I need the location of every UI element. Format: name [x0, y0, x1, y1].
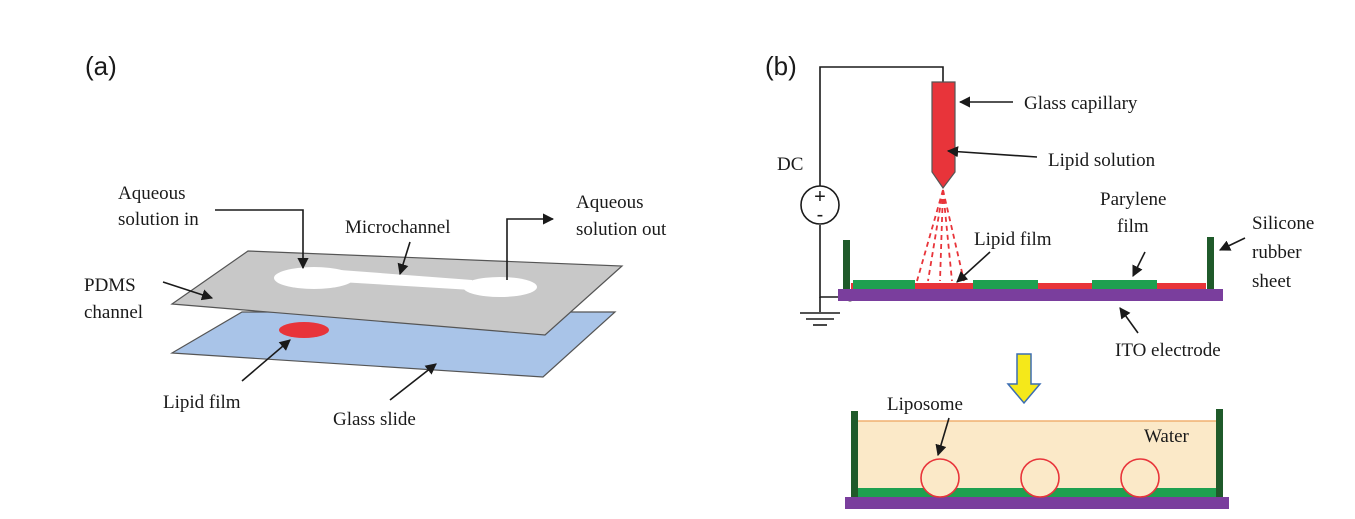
- label-glass-slide: Glass slide: [333, 409, 416, 430]
- dc-plus-sign: +: [814, 186, 826, 208]
- circuit-wire-top: [819, 66, 944, 186]
- parylene-pad-1: [853, 280, 915, 289]
- arrow-pdms: [162, 281, 214, 301]
- glass-capillary: [931, 81, 956, 190]
- silicone-sheet-right: [1207, 237, 1214, 290]
- arrow-parylene: [1132, 251, 1146, 278]
- label-glass-capillary: Glass capillary: [1024, 93, 1138, 114]
- label-aqueous-out-2: solution out: [576, 219, 667, 240]
- ground-symbol: [800, 297, 840, 326]
- silicone-sheet-lower-left: [851, 411, 858, 498]
- panel-b-tag: (b): [765, 51, 797, 81]
- ito-electrode: [838, 289, 1223, 301]
- label-dc: DC: [777, 154, 803, 175]
- arrow-microchannel: [397, 241, 411, 276]
- label-lipid-film-b: Lipid film: [974, 229, 1052, 250]
- liposome-3: [1120, 458, 1160, 498]
- liposome-1: [920, 458, 960, 498]
- label-pdms-1: PDMS: [84, 275, 136, 296]
- arrow-lipid-solution: [946, 146, 1038, 158]
- label-microchannel: Microchannel: [345, 217, 451, 238]
- arrow-ito: [1119, 307, 1139, 334]
- lower-ito-electrode: [845, 497, 1229, 509]
- arrow-lipid-film-a: [241, 339, 291, 382]
- label-parylene-1: Parylene: [1100, 189, 1166, 210]
- label-silicone-3: sheet: [1252, 271, 1292, 292]
- arrow-aqueous-out: [506, 213, 555, 280]
- label-aqueous-in-1: Aqueous: [118, 183, 186, 204]
- arrow-lipid-film-b: [956, 251, 991, 283]
- liposome-2: [1020, 458, 1060, 498]
- parylene-pad-3: [1092, 280, 1157, 289]
- microchannel-shape: [274, 267, 537, 297]
- parylene-pad-2: [973, 280, 1038, 289]
- panel-b: (b) DC + -: [765, 51, 1314, 509]
- label-liposome: Liposome: [887, 394, 963, 415]
- arrow-aqueous-in: [215, 209, 309, 270]
- label-lipid-film-a: Lipid film: [163, 392, 241, 413]
- spray-cone: [916, 189, 965, 282]
- label-aqueous-in-2: solution in: [118, 209, 199, 230]
- label-aqueous-out-1: Aqueous: [576, 192, 644, 213]
- arrow-glass-slide: [389, 363, 437, 401]
- lipid-film-spot: [279, 322, 329, 338]
- dc-source-symbol: [800, 185, 840, 225]
- panel-a: (a) Aqueous solution in Microchannel Aqu…: [84, 51, 667, 430]
- silicone-sheet-lower-right: [1216, 409, 1223, 498]
- label-parylene-2: film: [1117, 216, 1149, 237]
- arrow-liposome: [935, 417, 950, 457]
- label-water: Water: [1144, 426, 1190, 447]
- panel-a-tag: (a): [85, 51, 117, 81]
- label-ito: ITO electrode: [1115, 340, 1221, 361]
- process-arrow: [1006, 353, 1042, 405]
- arrow-silicone: [1218, 237, 1246, 251]
- dc-minus-sign: -: [817, 204, 824, 226]
- label-silicone-1: Silicone: [1252, 213, 1314, 234]
- silicone-sheet-left: [843, 240, 850, 290]
- label-silicone-2: rubber: [1252, 242, 1302, 263]
- label-lipid-solution: Lipid solution: [1048, 150, 1156, 171]
- label-pdms-2: channel: [84, 302, 143, 323]
